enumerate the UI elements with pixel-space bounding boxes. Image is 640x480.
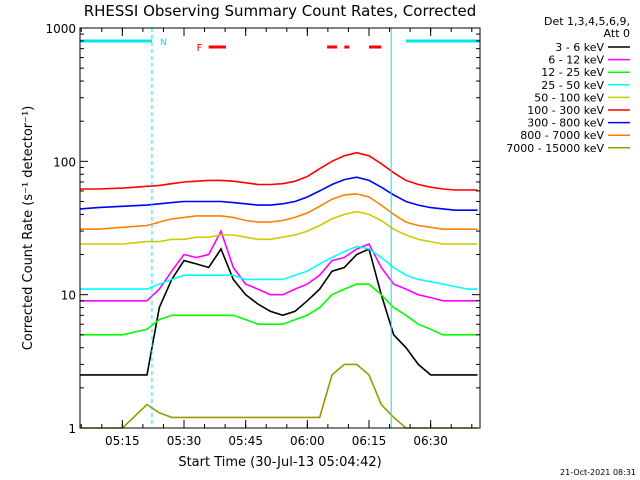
- y-tick-label-3: 1000: [45, 22, 76, 36]
- x-tick-label-1: 05:30: [167, 434, 202, 448]
- y-tick-label-1: 10: [61, 289, 76, 303]
- series-line-6: [80, 176, 478, 211]
- x-tick-label-0: 05:15: [105, 434, 140, 448]
- y-tick-label-2: 100: [53, 155, 76, 169]
- flare-flag-label: F: [197, 43, 203, 54]
- x-axis-label: Start Time (30-Jul-13 05:04:42): [178, 455, 381, 470]
- legend-label-8: 7000 - 15000 keV: [506, 142, 604, 155]
- plot-frame: [79, 27, 481, 429]
- legend-label-7: 800 - 7000 keV: [520, 129, 604, 142]
- night-flag-label: N: [160, 38, 167, 48]
- series-line-4: [80, 210, 478, 245]
- series-line-5: [80, 151, 478, 191]
- series-line-1: [80, 229, 478, 302]
- legend-label-0: 3 - 6 keV: [555, 41, 604, 54]
- x-tick-label-4: 06:15: [352, 434, 387, 448]
- series-line-3: [80, 245, 478, 290]
- legend-label-2: 12 - 25 keV: [541, 66, 604, 79]
- legend-header-line-2: Att 0: [604, 27, 630, 40]
- legend-label-4: 50 - 100 keV: [534, 91, 604, 104]
- x-tick-label-5: 06:30: [413, 434, 448, 448]
- tick-layer: 05:15 05:30 05:45 06:00 06:15 06:30 1 10 100 1000: [45, 22, 480, 448]
- legend-label-1: 6 - 12 keV: [548, 54, 604, 67]
- footer-date: 21-Oct-2021 08:31: [560, 468, 636, 477]
- series-layer: [80, 151, 478, 429]
- series-line-2: [80, 283, 478, 336]
- y-axis-label: Corrected Count Rate (s⁻¹ detector⁻¹): [21, 106, 36, 351]
- y-tick-label-0: 1: [68, 422, 76, 436]
- legend-label-3: 25 - 50 keV: [541, 79, 604, 92]
- series-line-7: [80, 193, 478, 230]
- legend-header-line-1: Det 1,3,4,5,6,9,: [544, 15, 630, 28]
- x-tick-label-3: 06:00: [290, 434, 325, 448]
- chart-title: RHESSI Observing Summary Count Rates, Co…: [84, 2, 477, 20]
- x-tick-label-2: 05:45: [228, 434, 263, 448]
- legend-label-5: 100 - 300 keV: [527, 104, 604, 117]
- legend-label-6: 300 - 800 keV: [527, 117, 604, 130]
